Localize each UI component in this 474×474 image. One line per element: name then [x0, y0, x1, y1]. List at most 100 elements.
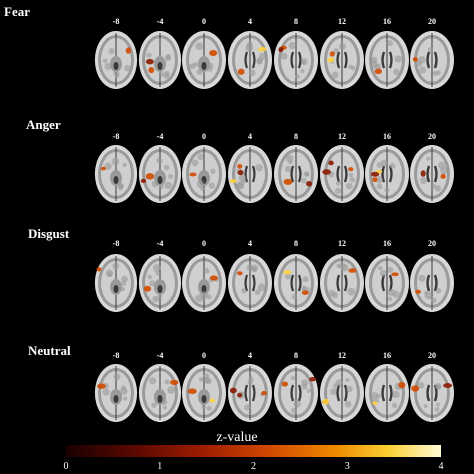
activation-blob — [209, 49, 218, 57]
activation-blob — [398, 381, 406, 389]
activation-blob — [327, 57, 335, 63]
activation-blob — [372, 401, 378, 405]
activation-blob — [412, 56, 418, 62]
activation-blob — [443, 383, 453, 388]
brain-slice — [320, 364, 364, 422]
activation-blob — [97, 383, 106, 389]
slice-label: 16 — [383, 132, 391, 141]
activation-blob — [100, 166, 106, 171]
brain-slice — [182, 31, 226, 89]
activation-blob — [372, 177, 378, 183]
brain-slice — [365, 364, 409, 422]
activation-blob — [96, 267, 102, 272]
brain-slice — [320, 145, 364, 203]
brain-slice — [410, 254, 454, 312]
colorbar-tick-label: 2 — [251, 461, 256, 472]
activation-blob — [237, 392, 243, 398]
brain-slice — [228, 364, 272, 422]
activation-blob — [370, 171, 380, 177]
activation-blob — [328, 160, 334, 166]
activation-blob — [140, 178, 147, 183]
activation-blob — [237, 169, 244, 176]
brain-slice — [228, 31, 272, 89]
brain-slice — [410, 145, 454, 203]
activation-blob — [170, 379, 179, 386]
slice-label: -8 — [112, 351, 120, 360]
slice-label: -8 — [112, 132, 120, 141]
activation-blob — [329, 51, 335, 57]
activation-blob — [348, 268, 357, 273]
activation-blob — [415, 289, 422, 294]
colorbar-tick-label: 4 — [438, 461, 444, 472]
brain-slice — [320, 254, 364, 312]
activation-blob — [391, 272, 399, 277]
brain-slice — [365, 31, 409, 89]
slice-label: 4 — [248, 132, 252, 141]
activation-blob — [283, 178, 293, 185]
colorbar-tick-label: 3 — [344, 461, 350, 472]
activation-blob — [229, 179, 237, 184]
row-label-fear: Fear — [4, 4, 30, 19]
activation-blob — [145, 173, 155, 180]
slice-label: 12 — [338, 351, 346, 360]
row-label-disgust: Disgust — [28, 226, 70, 241]
slice-label: -4 — [156, 351, 164, 360]
brain-slice — [274, 364, 318, 422]
colorbar-title: z-value — [216, 430, 258, 445]
activation-blob — [374, 68, 382, 75]
brain-slice — [138, 31, 182, 89]
activation-blob — [209, 275, 218, 281]
slice-label: 0 — [202, 132, 206, 141]
activation-blob — [143, 285, 152, 292]
brain-slice — [94, 364, 138, 422]
brain-slice — [182, 145, 226, 203]
slice-label: -4 — [156, 239, 164, 248]
activation-blob — [322, 169, 331, 175]
slice-label: 20 — [428, 17, 436, 26]
activation-blob — [125, 47, 131, 54]
brain-slice — [274, 31, 318, 89]
activation-blob — [281, 381, 289, 387]
activation-blob — [187, 388, 197, 395]
slice-label: -8 — [112, 239, 120, 248]
activation-blob — [237, 68, 245, 75]
slice-label: 20 — [428, 351, 436, 360]
slice-label: 8 — [294, 17, 298, 26]
slice-label: -4 — [156, 17, 164, 26]
brain-slice — [274, 145, 318, 203]
slice-label: 8 — [294, 239, 298, 248]
row-label-anger: Anger — [26, 117, 61, 132]
activation-blob — [420, 170, 426, 177]
activation-blob — [306, 181, 313, 187]
activation-blob — [145, 58, 154, 65]
activation-blob — [348, 167, 354, 172]
slice-label: 4 — [248, 239, 252, 248]
brain-slice — [182, 364, 226, 422]
activation-blob — [301, 290, 309, 295]
activation-blob — [257, 47, 267, 52]
brain-slice — [365, 145, 409, 203]
brain-slice — [228, 254, 272, 312]
activation-blob — [189, 172, 197, 177]
brain-slice — [182, 254, 226, 312]
brain-slice — [138, 254, 182, 312]
slice-label: 12 — [338, 239, 346, 248]
activation-blob — [237, 164, 243, 169]
brain-slice — [410, 364, 454, 422]
brain-slice — [228, 145, 272, 203]
activation-blob — [322, 398, 329, 405]
slice-label: 8 — [294, 132, 298, 141]
brain-slice — [274, 254, 318, 312]
slice-label: 20 — [428, 132, 436, 141]
slice-label: 0 — [202, 17, 206, 26]
activation-blob — [229, 387, 237, 394]
activation-blob — [261, 390, 268, 396]
slice-label: 16 — [383, 17, 391, 26]
brain-slice — [410, 31, 454, 89]
activation-blob — [411, 385, 420, 392]
brain-slice — [138, 364, 182, 422]
activation-blob — [278, 46, 284, 53]
slice-label: 16 — [383, 351, 391, 360]
activation-blob — [440, 173, 446, 179]
